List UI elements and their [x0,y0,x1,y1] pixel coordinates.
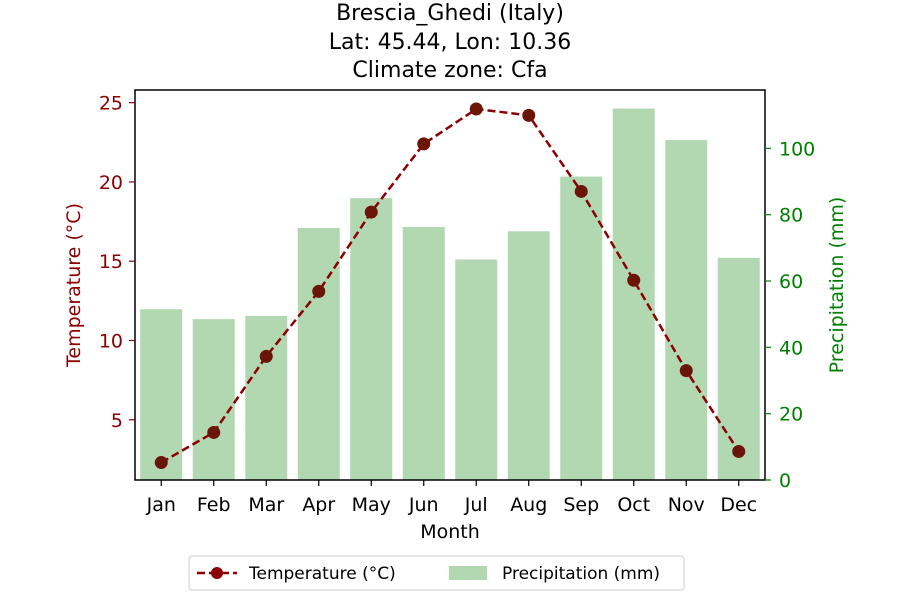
legend-temperature-marker-icon [211,567,223,579]
x-tick-label-aug: Aug [510,494,547,516]
left-tick-label-20: 20 [99,172,123,194]
temperature-point-jun [417,137,431,151]
x-tick-label-sep: Sep [563,494,599,516]
x-tick-label-nov: Nov [668,494,705,516]
temperature-point-feb [207,425,221,439]
legend-precipitation-label: Precipitation (mm) [502,564,660,584]
legend-temperature-label: Temperature (°C) [248,564,396,584]
x-tick-label-jan: Jan [146,494,176,516]
temperature-line [154,102,746,470]
plot-frame [134,89,766,481]
legend-precipitation-swatch-icon [449,566,487,580]
precipitation-bar-aug [507,231,550,480]
precipitation-bars [140,108,760,481]
precipitation-bar-jan [140,309,183,480]
temperature-series-line [160,107,740,464]
x-tick-label-jun: Jun [408,494,439,516]
precipitation-bar-nov [665,140,708,480]
x-tick-label-dec: Dec [720,494,757,516]
precipitation-bar-may [350,198,393,480]
temperature-point-oct [627,273,641,287]
title-line-2: Lat: 45.44, Lon: 10.36 [329,30,571,55]
temperature-point-apr [312,284,326,298]
axes: Jan Feb Mar Apr May Jun Jul Aug Sep Oct Nov Dec 5 10 1… [99,89,815,516]
temperature-point-jan [154,456,168,470]
title-line-1: Brescia_Ghedi (Italy) [336,1,564,26]
precipitation-bar-apr [297,227,340,480]
precipitation-bar-jul [455,259,498,480]
left-tick-label-5: 5 [111,410,123,432]
precipitation-bar-feb [192,319,235,480]
x-tick-label-oct: Oct [617,494,650,516]
left-tick-label-15: 15 [99,251,123,273]
x-tick-label-mar: Mar [248,494,284,516]
temperature-point-dec [732,444,746,458]
legend: Temperature (°C) Precipitation (mm) [188,555,685,591]
title-line-3: Climate zone: Cfa [352,58,547,83]
precipitation-bar-sep [560,176,603,480]
right-tick-label-20: 20 [779,404,803,426]
left-tick-label-25: 25 [99,93,123,115]
precipitation-bar-jun [402,226,445,480]
x-tick-label-feb: Feb [197,494,231,516]
right-tick-label-80: 80 [779,205,803,227]
legend-frame [188,555,685,591]
precipitation-bar-oct [612,108,655,481]
x-tick-label-may: May [352,494,391,516]
temperature-point-jul [469,102,483,116]
left-tick-label-10: 10 [99,330,123,352]
temperature-point-mar [259,349,273,363]
right-tick-label-0: 0 [779,470,791,492]
chart-title: Brescia_Ghedi (Italy) Lat: 45.44, Lon: 1… [329,1,571,83]
right-tick-label-100: 100 [779,138,815,160]
left-axis-label: Temperature (°C) [63,203,85,368]
precipitation-bar-mar [245,315,288,480]
temperature-point-aug [522,108,536,122]
x-tick-label-apr: Apr [302,494,335,516]
x-tick-label-jul: Jul [464,494,488,516]
right-tick-label-60: 60 [779,271,803,293]
temperature-point-sep [574,184,588,198]
temperature-point-may [364,205,378,219]
right-tick-label-40: 40 [779,337,803,359]
precipitation-bar-dec [717,257,760,480]
temperature-point-nov [679,364,693,378]
x-axis-label: Month [420,521,480,543]
right-axis-label: Precipitation (mm) [826,197,848,374]
